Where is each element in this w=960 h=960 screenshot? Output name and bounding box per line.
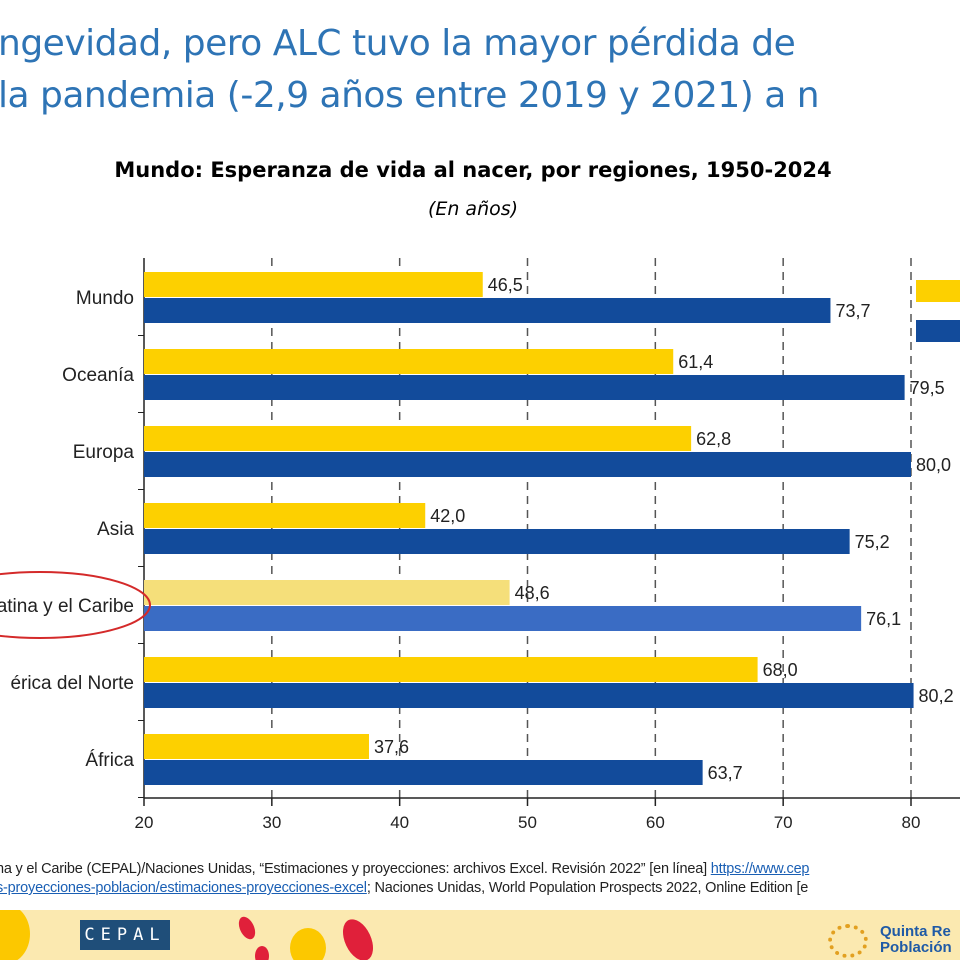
quinta-reunion-logo-icon — [828, 924, 868, 958]
bar — [144, 760, 703, 785]
decor-dot — [235, 914, 259, 942]
bar-chart: 20 30 40 50 60 70 80 Mundo 46,5 73,7 Oceanía 61,4 79… — [0, 258, 960, 832]
source-text-2: ; Naciones Unidas, World Population Pros… — [366, 880, 809, 896]
bar — [144, 298, 831, 323]
bar — [144, 375, 905, 400]
decor-dot — [0, 910, 30, 960]
data-label: 75,2 — [855, 532, 890, 552]
x-tick-label: 30 — [262, 813, 281, 832]
data-label: 46,5 — [488, 275, 523, 295]
data-label: 42,0 — [430, 506, 465, 526]
category-label: Mundo — [76, 288, 134, 309]
category-label: érica del Norte — [10, 673, 134, 694]
x-tick-label: 40 — [390, 813, 409, 832]
data-label: 73,7 — [835, 301, 870, 321]
data-label: 37,6 — [374, 737, 409, 757]
bar — [144, 657, 758, 682]
quinta-reunion-logo: Quinta Re Población — [880, 924, 952, 956]
category-label: Asia — [97, 519, 134, 540]
x-tick-label: 70 — [774, 813, 793, 832]
bar — [144, 529, 850, 554]
bar — [144, 426, 692, 451]
x-tick-label: 80 — [902, 813, 921, 832]
decor-dot — [255, 946, 269, 960]
bar — [144, 452, 911, 477]
x-tick-label: 20 — [135, 813, 154, 832]
x-tick-label: 50 — [518, 813, 537, 832]
decor-dot — [290, 928, 326, 960]
x-tick-label: 60 — [646, 813, 665, 832]
data-label: 76,1 — [866, 609, 901, 629]
bar — [144, 580, 510, 605]
slide-title-line-1: ngevidad, pero ALC tuvo la mayor pérdida… — [0, 23, 796, 64]
category-label: Oceanía — [62, 365, 134, 386]
chart-subtitle: (En años) — [427, 198, 519, 220]
category-label: Europa — [73, 442, 135, 463]
bar — [144, 503, 426, 528]
bar — [144, 683, 914, 708]
data-label: 80,2 — [919, 686, 954, 706]
data-label: 62,8 — [696, 429, 731, 449]
logo-text-1: Quinta Re — [880, 923, 951, 940]
data-label: 79,5 — [910, 378, 945, 398]
slide-title: ngevidad, pero ALC tuvo la mayor pérdida… — [0, 18, 820, 122]
bar — [144, 272, 483, 297]
highlight-ellipse — [0, 571, 151, 639]
source-text-1: na y el Caribe (CEPAL)/Naciones Unidas, … — [0, 861, 711, 877]
data-label: 61,4 — [678, 352, 713, 372]
slide-title-line-2: la pandemia (-2,9 años entre 2019 y 2021… — [0, 75, 820, 116]
chart-title: Mundo: Esperanza de vida al nacer, por r… — [114, 158, 832, 182]
category-label: atina y el Caribe — [0, 596, 134, 617]
bar — [144, 606, 862, 631]
data-label: 68,0 — [763, 660, 798, 680]
source-link-2[interactable]: s-proyecciones-poblacion/estimaciones-pr… — [0, 880, 367, 896]
data-label: 63,7 — [708, 763, 743, 783]
source-link-1[interactable]: https://www.cep — [710, 861, 810, 877]
data-label: 80,0 — [916, 455, 951, 475]
data-label: 48,6 — [515, 583, 550, 603]
cepal-logo: CEPAL — [80, 920, 170, 950]
decor-dot — [336, 914, 380, 960]
legend-swatch — [916, 320, 960, 342]
bar — [144, 349, 674, 374]
logo-text-2: Población — [880, 939, 952, 956]
bar — [144, 734, 369, 759]
footer-band: CEPAL Quinta Re Población — [0, 910, 960, 960]
legend-swatch — [916, 280, 960, 302]
category-label: África — [85, 750, 134, 771]
source-note: na y el Caribe (CEPAL)/Naciones Unidas, … — [0, 860, 809, 898]
